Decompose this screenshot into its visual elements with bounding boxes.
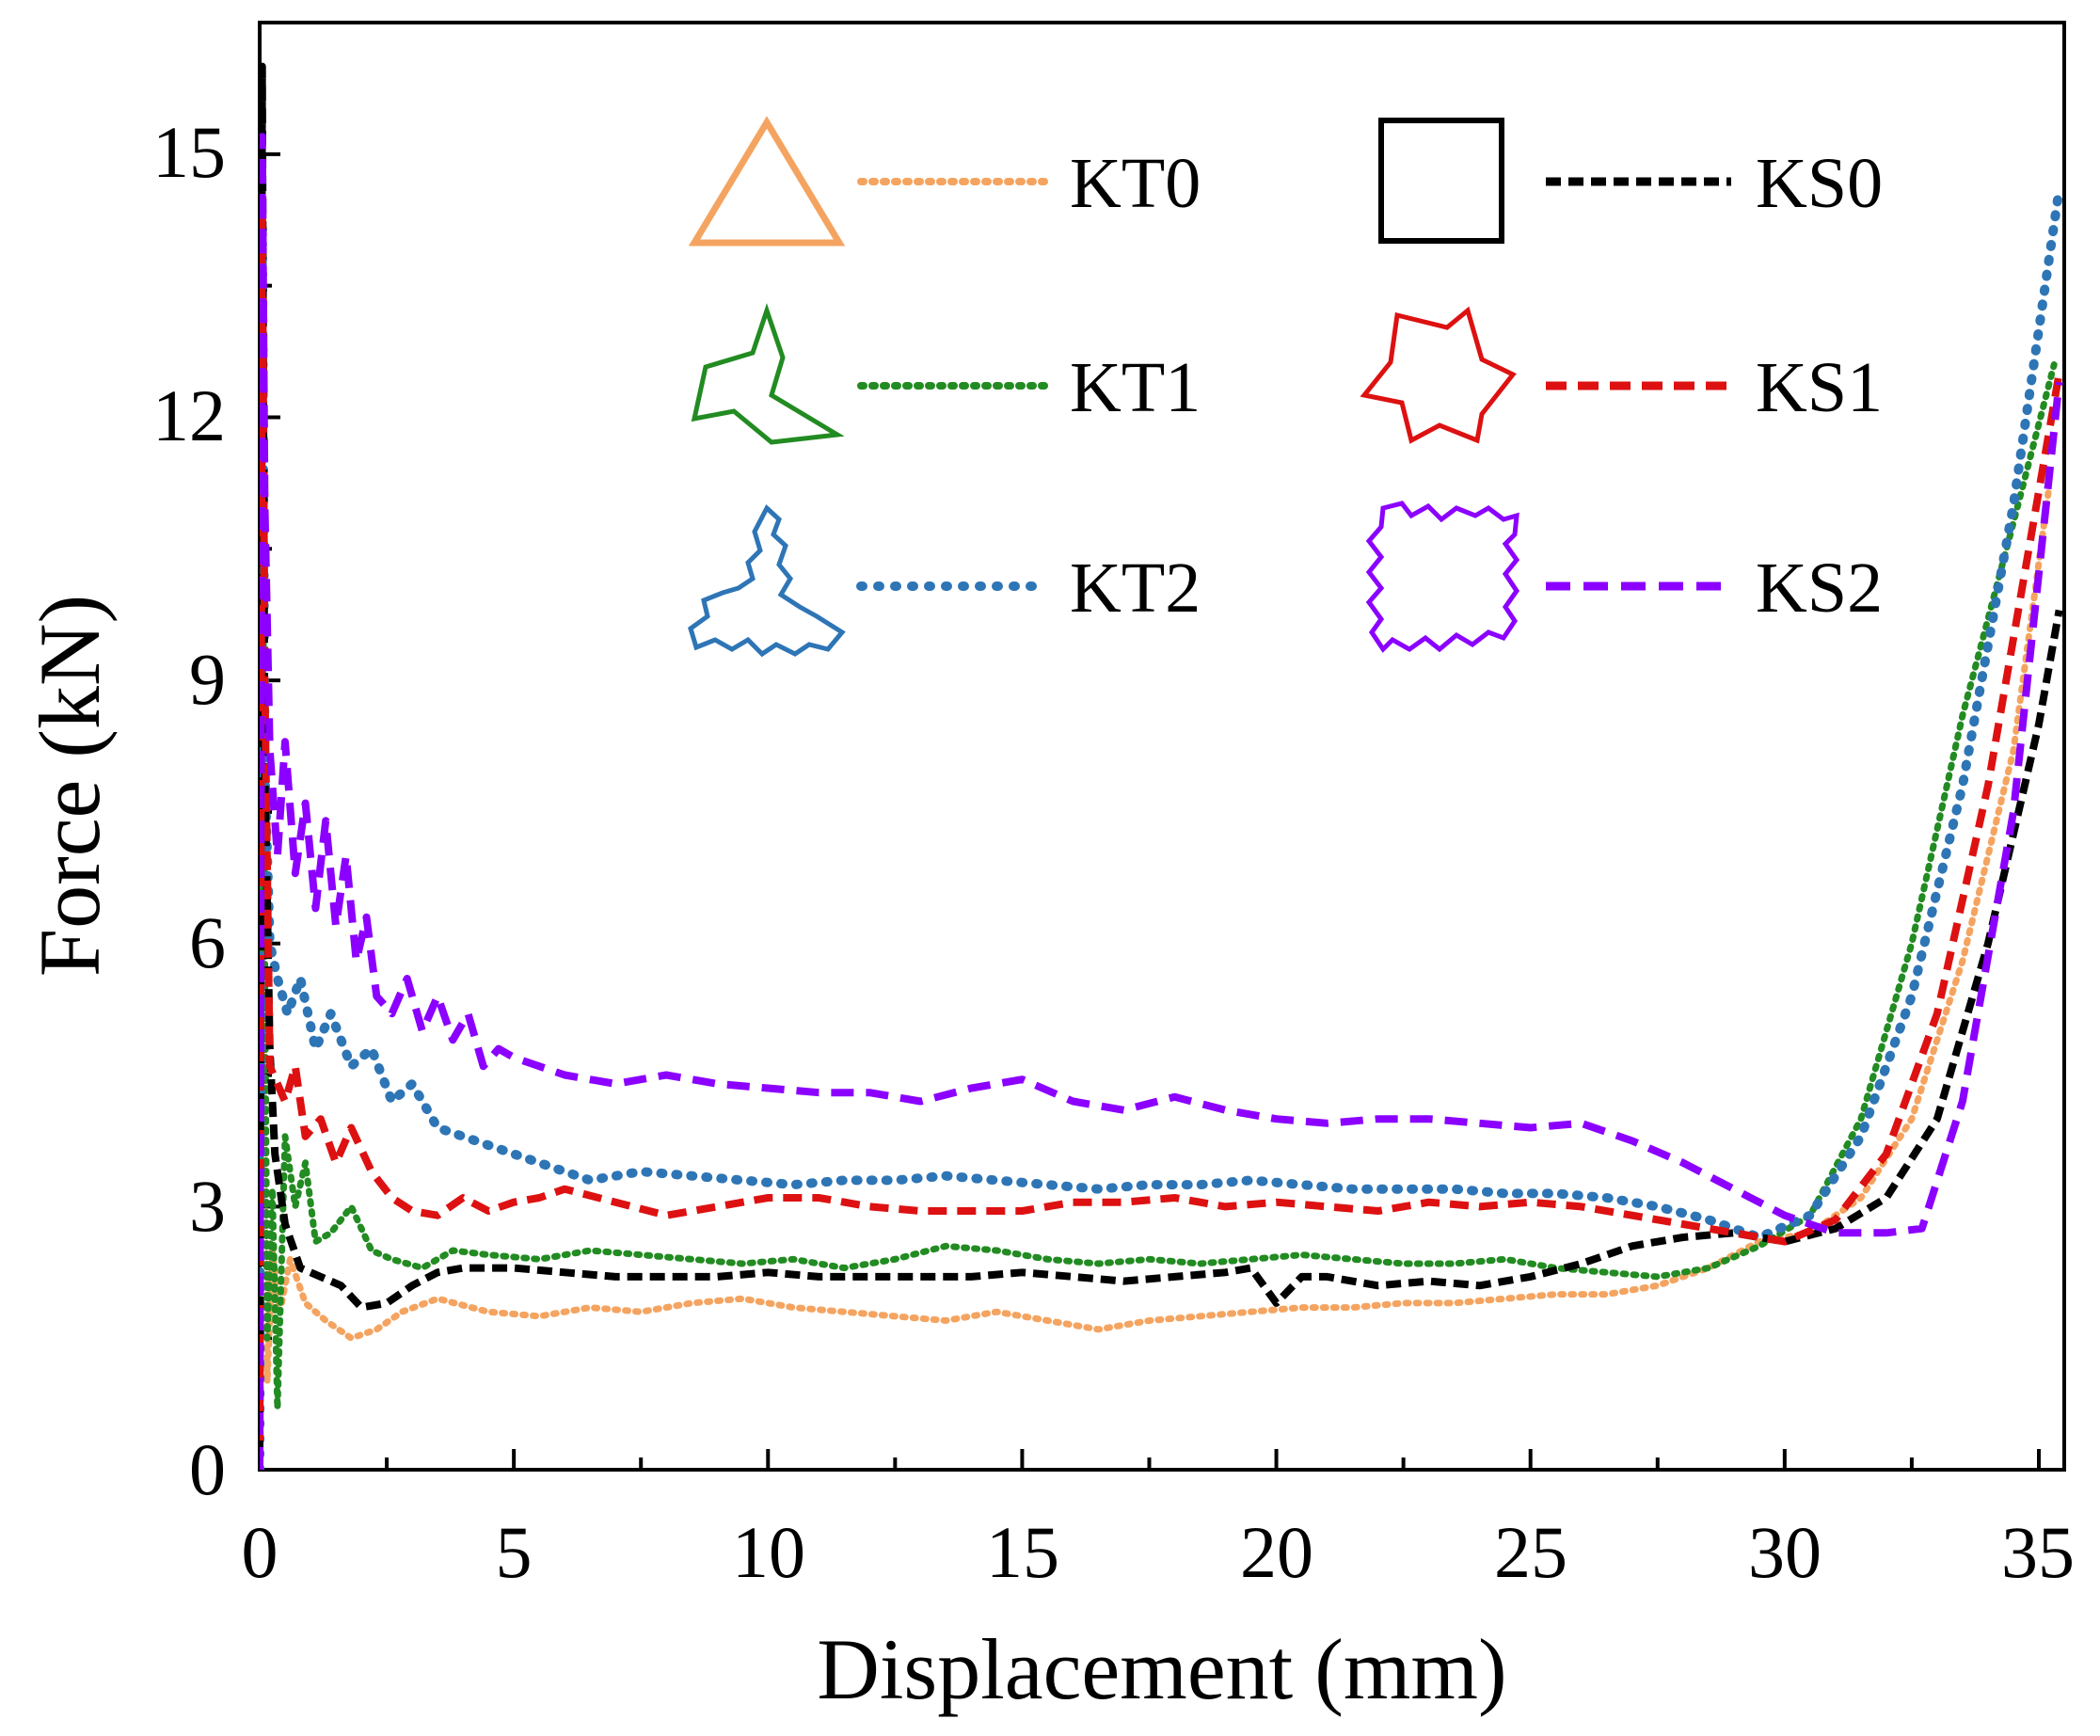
legend: KT0 KT1 KT2 KS0 KS1 KS2: [688, 116, 1883, 658]
legend-entry-ks2: KS2: [1365, 501, 1883, 653]
x-tick-label-10: 10: [732, 1511, 805, 1593]
series-line-kt1: [260, 361, 2058, 1470]
x-tick-label-15: 15: [986, 1511, 1059, 1593]
x-tick-label-20: 20: [1240, 1511, 1313, 1593]
y-tick-label-0: 0: [189, 1428, 226, 1510]
y-tick-label-6: 6: [189, 901, 226, 983]
legend-entry-kt0: KT0: [688, 116, 1201, 247]
y-tick-label-9: 9: [189, 638, 226, 720]
square-icon: [1378, 118, 1504, 244]
legend-entry-kt1: KT1: [691, 303, 1201, 445]
fractal-three-arm-shape-icon: [688, 503, 846, 658]
series-line-ks1: [260, 194, 2063, 1470]
y-tick-label-15: 15: [152, 111, 226, 193]
legend-label-ks2: KS2: [1756, 549, 1883, 628]
series-line-kt2: [260, 184, 2064, 1470]
series-line-ks0: [260, 62, 2063, 1470]
x-tick-label-30: 30: [1748, 1511, 1822, 1593]
plot-frame: [258, 21, 2066, 1472]
three-arm-shape-icon: [691, 303, 845, 445]
x-tick-label-35: 35: [2001, 1511, 2075, 1593]
x-tick-label-25: 25: [1494, 1511, 1567, 1593]
legend-entry-ks0: KS0: [1378, 118, 1883, 244]
y-tick-label-12: 12: [152, 374, 226, 456]
x-axis-title: Displacement (mm): [817, 1621, 1506, 1717]
x-tick-labels: 0 5 10 15 20 25 30 35: [242, 1511, 2076, 1593]
legend-label-ks1: KS1: [1756, 348, 1883, 427]
series-line-kt0: [260, 457, 2053, 1470]
legend-label-ks0: KS0: [1756, 144, 1883, 223]
x-tick-label-5: 5: [496, 1511, 533, 1593]
fractal-cross-shape-icon: [1365, 501, 1520, 653]
legend-label-kt0: KT0: [1070, 144, 1201, 223]
series-lines: [260, 62, 2064, 1470]
legend-entry-ks1: KS1: [1360, 306, 1883, 444]
legend-entry-kt2: KT2: [688, 503, 1201, 658]
axis-ticks: [258, 21, 2041, 1472]
triangle-icon: [688, 116, 846, 247]
x-tick-label-0: 0: [242, 1511, 278, 1593]
legend-label-kt2: KT2: [1070, 549, 1201, 628]
y-tick-label-3: 3: [189, 1165, 226, 1247]
series-line-ks2: [260, 133, 2063, 1470]
cross-shape-icon: [1360, 306, 1517, 444]
legend-label-kt1: KT1: [1070, 348, 1201, 427]
y-axis-title: Force (kN): [22, 595, 118, 977]
y-tick-labels: 0 3 6 9 12 15: [152, 111, 226, 1510]
